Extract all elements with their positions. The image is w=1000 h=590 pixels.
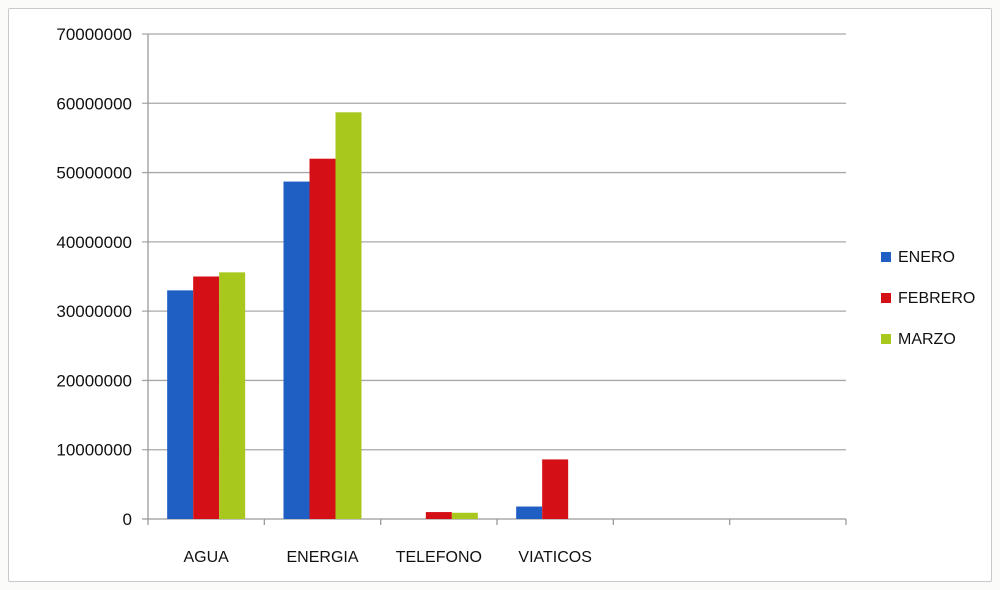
bar-febrero-telefono bbox=[425, 512, 452, 519]
x-tick-label: VIATICOS bbox=[518, 549, 592, 566]
bar-marzo-agua bbox=[219, 272, 246, 519]
y-tick-label: 40000000 bbox=[56, 233, 132, 252]
legend-swatch-marzo bbox=[881, 334, 891, 344]
bar-febrero-energia bbox=[309, 158, 336, 519]
legend-swatch-febrero bbox=[881, 293, 891, 303]
grid-lines bbox=[142, 33, 847, 525]
y-tick-label: 20000000 bbox=[56, 371, 132, 390]
y-tick-label: 50000000 bbox=[56, 164, 132, 183]
x-tick-label: AGUA bbox=[183, 549, 229, 566]
legend-label-enero: ENERO bbox=[898, 249, 955, 266]
y-tick-label: 10000000 bbox=[56, 441, 132, 460]
legend-label-marzo: MARZO bbox=[898, 331, 956, 348]
bar-marzo-energia bbox=[335, 112, 362, 520]
y-tick-label: 70000000 bbox=[56, 25, 132, 44]
bar-marzo-telefono bbox=[451, 512, 478, 519]
y-tick-label: 30000000 bbox=[56, 302, 132, 321]
bars bbox=[167, 112, 569, 520]
y-tick-label: 0 bbox=[123, 510, 132, 529]
legend: ENERO FEBRERO MARZO bbox=[881, 249, 975, 348]
bar-enero-viaticos bbox=[516, 506, 543, 519]
y-axis-ticks: 0 10000000 20000000 30000000 40000000 5000000… bbox=[56, 25, 132, 529]
bar-febrero-viaticos bbox=[542, 459, 569, 519]
bar-enero-energia bbox=[283, 181, 310, 520]
bar-febrero-agua bbox=[193, 276, 220, 519]
legend-label-febrero: FEBRERO bbox=[898, 290, 975, 307]
x-axis-ticks: AGUA ENERGIA TELEFONO VIATICOS bbox=[183, 549, 591, 566]
bar-enero-agua bbox=[167, 290, 194, 519]
x-tick-label: TELEFONO bbox=[396, 549, 482, 566]
y-tick-label: 60000000 bbox=[56, 94, 132, 113]
legend-swatch-enero bbox=[881, 252, 891, 262]
x-tick-label: ENERGIA bbox=[286, 549, 358, 566]
